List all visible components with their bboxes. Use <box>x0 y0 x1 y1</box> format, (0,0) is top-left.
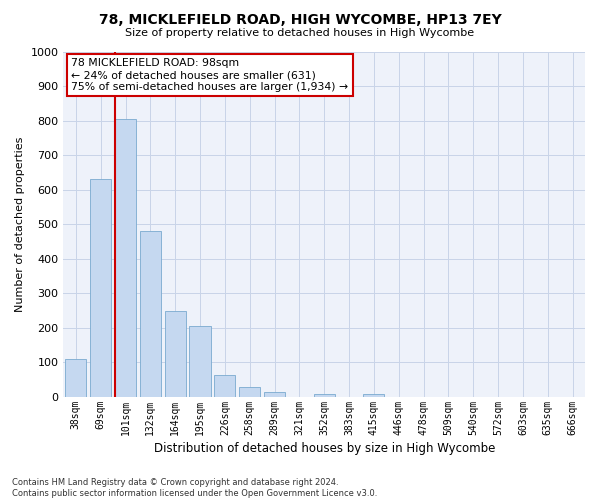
Y-axis label: Number of detached properties: Number of detached properties <box>15 136 25 312</box>
Bar <box>164 310 186 397</box>
Bar <box>190 326 211 397</box>
Bar <box>65 359 86 397</box>
Bar <box>214 376 235 397</box>
Bar <box>364 394 385 397</box>
Bar <box>264 392 285 397</box>
Text: 78, MICKLEFIELD ROAD, HIGH WYCOMBE, HP13 7EY: 78, MICKLEFIELD ROAD, HIGH WYCOMBE, HP13… <box>98 12 502 26</box>
Bar <box>115 119 136 397</box>
Text: 78 MICKLEFIELD ROAD: 98sqm
← 24% of detached houses are smaller (631)
75% of sem: 78 MICKLEFIELD ROAD: 98sqm ← 24% of deta… <box>71 58 349 92</box>
Bar <box>239 388 260 397</box>
Bar <box>140 231 161 397</box>
X-axis label: Distribution of detached houses by size in High Wycombe: Distribution of detached houses by size … <box>154 442 495 455</box>
Bar <box>314 394 335 397</box>
Text: Size of property relative to detached houses in High Wycombe: Size of property relative to detached ho… <box>125 28 475 38</box>
Text: Contains HM Land Registry data © Crown copyright and database right 2024.
Contai: Contains HM Land Registry data © Crown c… <box>12 478 377 498</box>
Bar <box>90 180 111 397</box>
